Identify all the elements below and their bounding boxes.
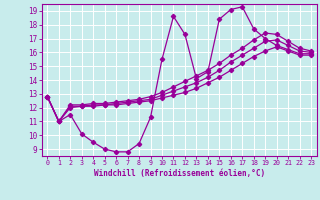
X-axis label: Windchill (Refroidissement éolien,°C): Windchill (Refroidissement éolien,°C) (94, 169, 265, 178)
